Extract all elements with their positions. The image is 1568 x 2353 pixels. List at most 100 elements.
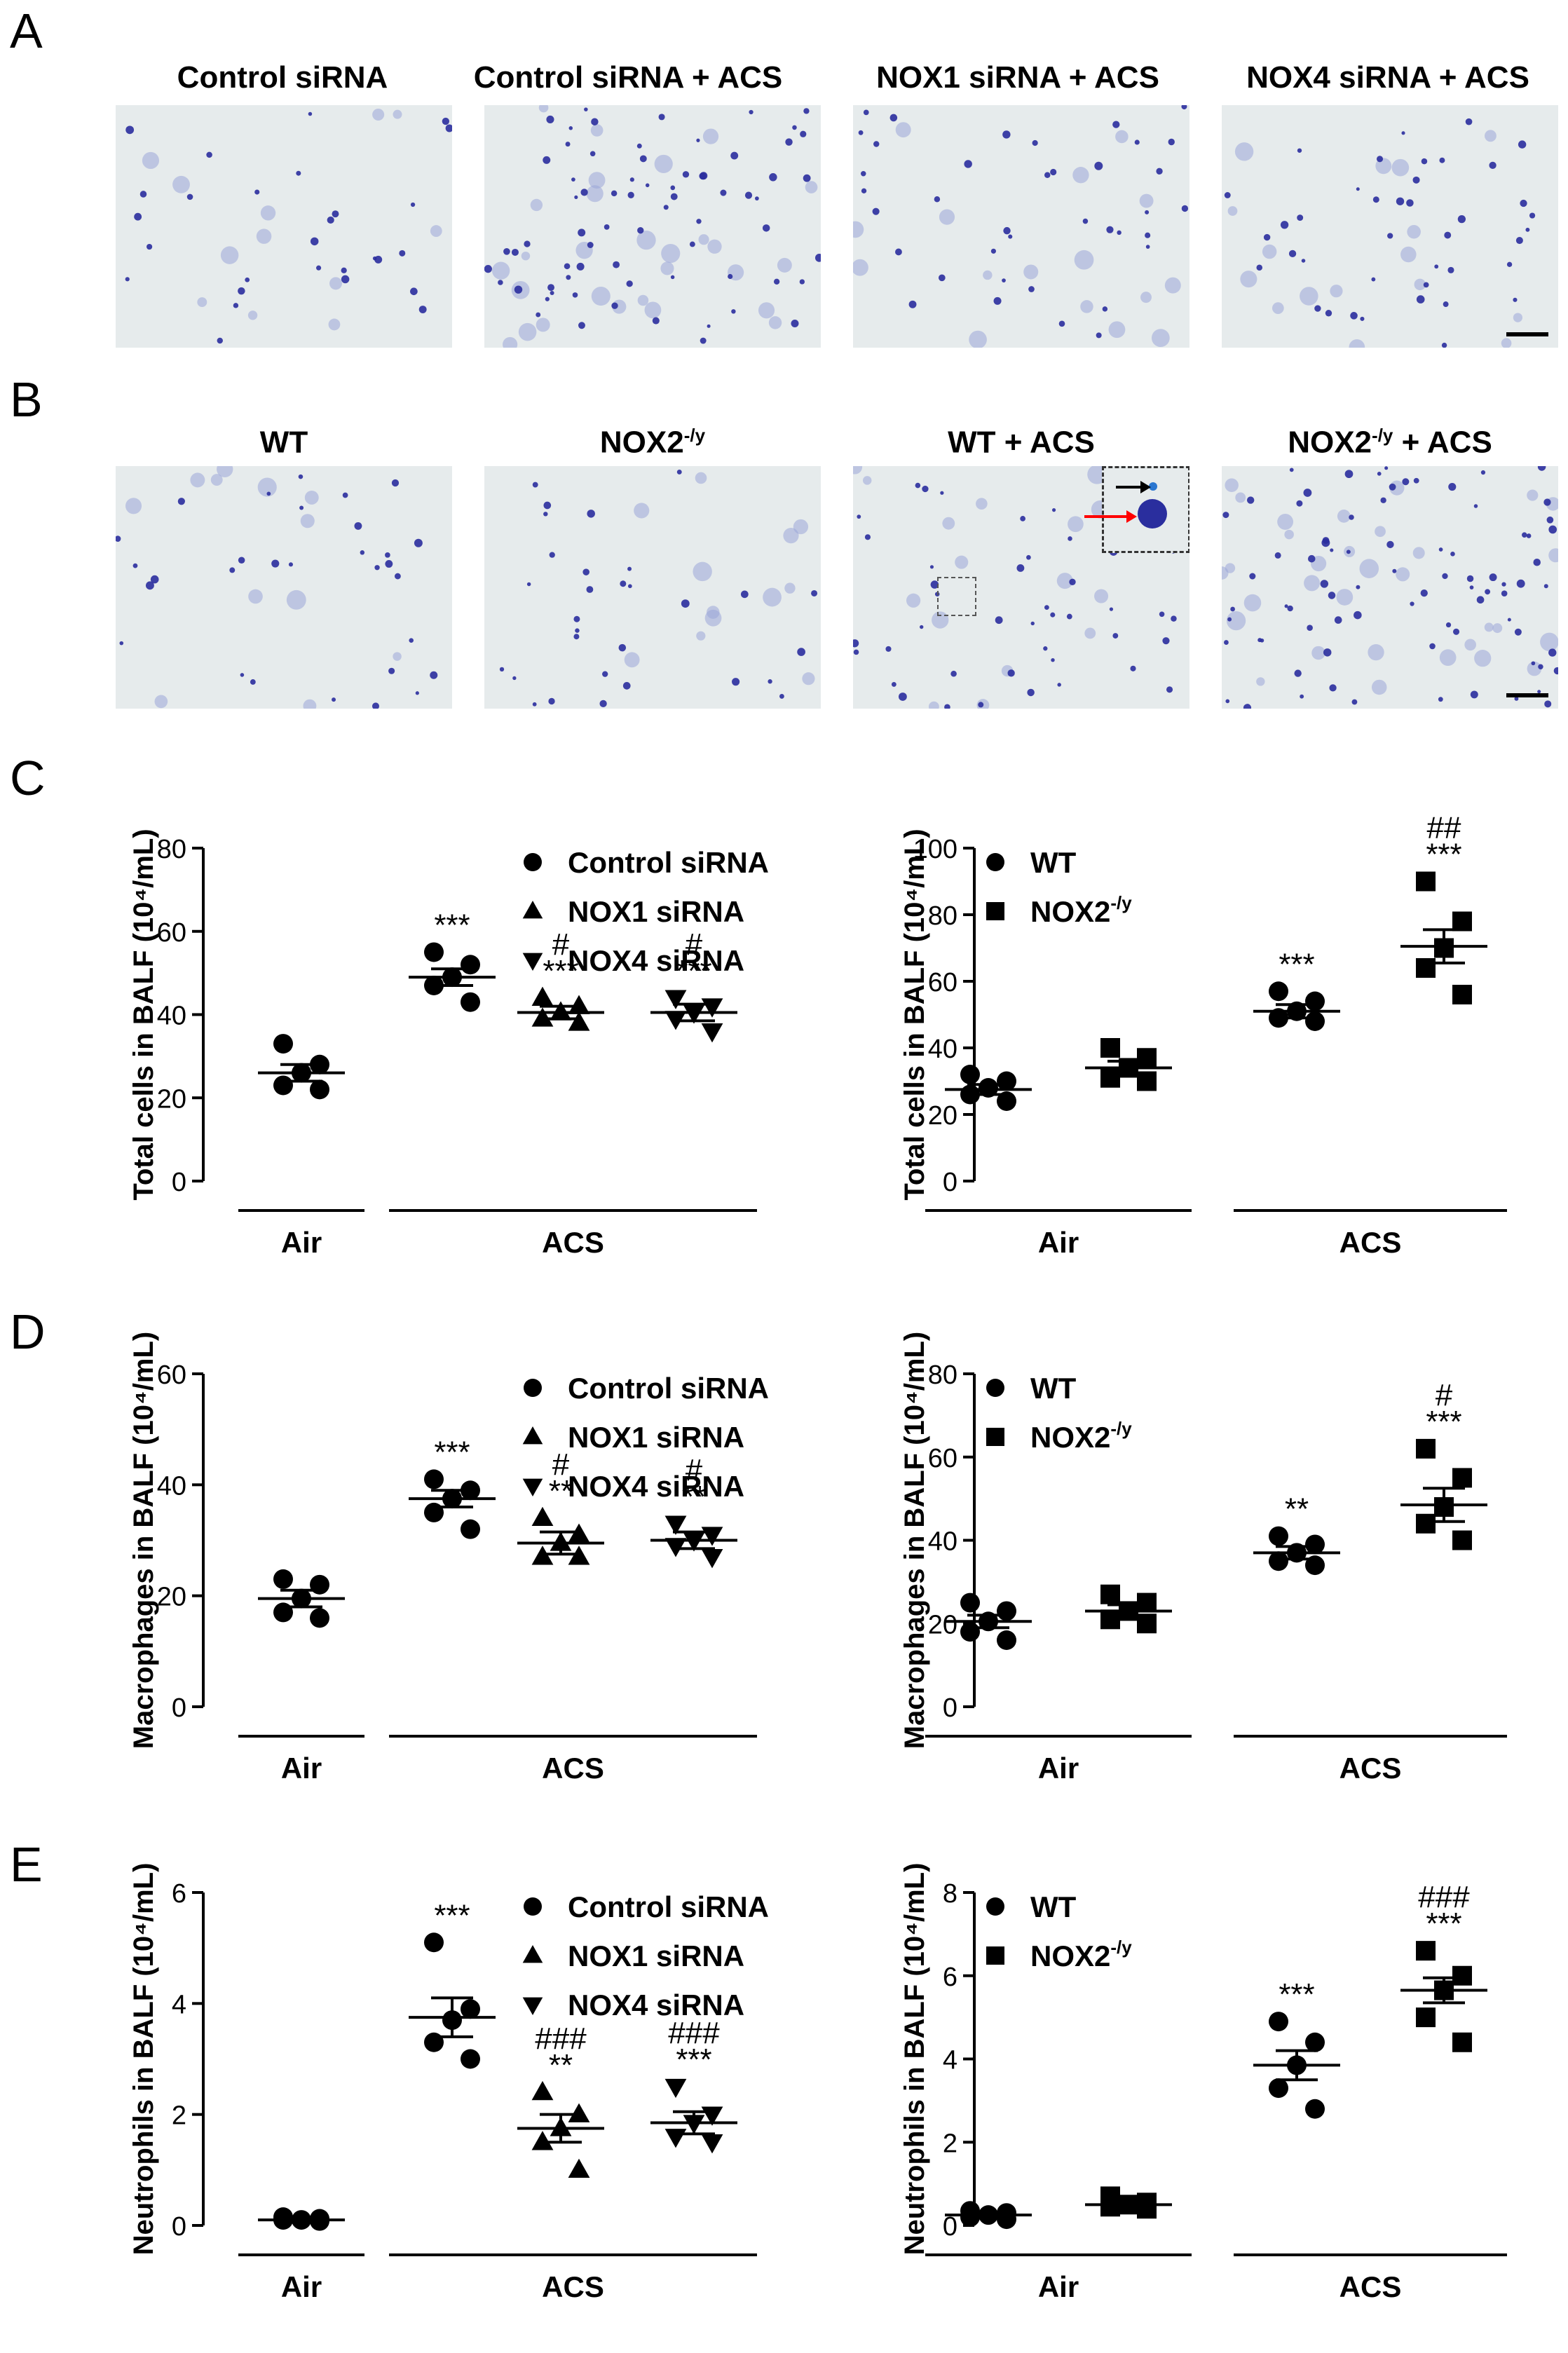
- y-tick-label: 0: [943, 1168, 957, 1197]
- group-label: ACS: [1339, 2270, 1402, 2303]
- significance-label: ***: [676, 2042, 711, 2077]
- nucleus-mark: [1328, 592, 1336, 599]
- cell-mark: [256, 229, 272, 244]
- nucleus-mark: [578, 322, 585, 329]
- panel-label-d: D: [10, 1304, 46, 1359]
- nucleus-mark: [872, 207, 880, 215]
- data-point: [273, 1034, 293, 1054]
- nucleus-mark: [1447, 266, 1454, 273]
- nucleus-mark: [134, 212, 142, 221]
- nucleus-mark: [853, 649, 859, 655]
- cell-mark: [197, 297, 207, 308]
- data-point: [1100, 1609, 1120, 1630]
- nucleus-mark: [1515, 237, 1523, 245]
- cell-mark: [763, 587, 782, 607]
- nucleus-mark: [1168, 138, 1175, 146]
- nucleus-mark: [1027, 688, 1035, 697]
- cell-mark: [1225, 478, 1239, 493]
- nucleus-mark: [800, 130, 807, 137]
- y-axis-label: Total cells in BALF (10⁴/mL): [899, 828, 930, 1200]
- nucleus-mark: [1406, 199, 1414, 207]
- nucleus-mark: [682, 171, 690, 178]
- nucleus-mark: [891, 681, 897, 687]
- nucleus-mark: [1263, 233, 1271, 241]
- group-label: ACS: [542, 1752, 604, 1785]
- nucleus-mark: [773, 278, 780, 285]
- nucleus-mark: [1538, 664, 1543, 669]
- cell-mark: [1056, 573, 1073, 589]
- cell-mark: [154, 695, 168, 709]
- data-point: [1269, 1526, 1288, 1546]
- cell-mark: [1414, 278, 1426, 291]
- y-tick-label: 60: [928, 968, 957, 997]
- data-point: [424, 942, 444, 962]
- cell-mark: [1396, 567, 1410, 582]
- nucleus-mark: [1106, 226, 1114, 233]
- group-label: ACS: [542, 2270, 604, 2303]
- cell-mark: [521, 251, 531, 261]
- nucleus-mark: [1518, 140, 1527, 149]
- nucleus-mark: [799, 279, 805, 285]
- nucleus-mark: [1466, 575, 1474, 582]
- cell-mark: [942, 517, 955, 530]
- nucleus-mark: [993, 296, 1002, 305]
- nucleus-mark: [769, 173, 777, 182]
- nucleus-mark: [1522, 532, 1527, 538]
- cell-mark: [247, 311, 258, 320]
- nucleus-mark: [645, 183, 650, 188]
- chart-c-left: 0 20 40 60 80 Total cells in BALF (10⁴/mL) Air…: [0, 799, 785, 1321]
- nucleus-mark: [857, 514, 861, 519]
- nucleus-mark: [584, 107, 588, 111]
- nucleus-mark: [1441, 342, 1447, 348]
- cell-mark: [906, 593, 921, 608]
- cell-mark: [220, 246, 239, 264]
- nucleus-mark: [1470, 690, 1478, 699]
- nucleus-mark: [929, 565, 934, 569]
- nucleus-mark: [1030, 621, 1035, 626]
- cell-mark: [1023, 264, 1039, 280]
- data-point: [1305, 1534, 1325, 1555]
- nucleus-mark: [410, 202, 416, 207]
- data-point: [1452, 2032, 1472, 2052]
- nucleus-mark: [308, 111, 313, 116]
- nucleus-mark: [1489, 573, 1497, 582]
- nucleus-mark: [1016, 564, 1025, 572]
- nucleus-mark: [1068, 536, 1072, 541]
- cell-mark: [286, 589, 306, 610]
- nucleus-mark: [342, 492, 348, 498]
- nucleus-mark: [861, 188, 867, 193]
- scale-bar: [1506, 332, 1548, 336]
- nucleus-mark: [1439, 157, 1445, 163]
- significance-label: ***: [676, 954, 711, 988]
- cell-mark: [1330, 285, 1343, 298]
- significance-label: #: [1436, 1378, 1453, 1412]
- nucleus-mark: [604, 224, 610, 230]
- cell-mark: [210, 474, 223, 486]
- legend-label: WT: [1030, 1890, 1077, 1923]
- nucleus-mark: [586, 586, 594, 593]
- nucleus-mark: [1032, 139, 1038, 146]
- nucleus-mark: [1007, 669, 1015, 677]
- nucleus-mark: [1051, 508, 1056, 512]
- legend-marker: [522, 1426, 543, 1445]
- group-label: Air: [1038, 1226, 1079, 1259]
- data-point: [531, 2080, 554, 2101]
- nucleus-mark: [1450, 552, 1455, 557]
- cell-mark: [634, 503, 650, 519]
- nucleus-mark: [1020, 516, 1026, 521]
- data-point: [1137, 1592, 1157, 1613]
- nucleus-mark: [575, 628, 580, 633]
- cell-mark: [1513, 313, 1522, 322]
- cell-mark: [862, 476, 872, 485]
- chart-e-right: 0 2 4 6 8 Neutrophils in BALF (10⁴/mL) Air ACS *…: [771, 1843, 1556, 2353]
- significance-label: ***: [1279, 947, 1314, 981]
- group-label: Air: [281, 1752, 322, 1785]
- nucleus-mark: [1356, 585, 1361, 589]
- nucleus-mark: [728, 273, 733, 280]
- y-tick-label: 40: [928, 1035, 957, 1064]
- nucleus-mark: [332, 697, 336, 702]
- panel-label-a: A: [10, 4, 43, 58]
- significance-label: ***: [1279, 1977, 1314, 2012]
- cell-mark: [768, 316, 782, 329]
- nucleus-mark: [1473, 504, 1478, 508]
